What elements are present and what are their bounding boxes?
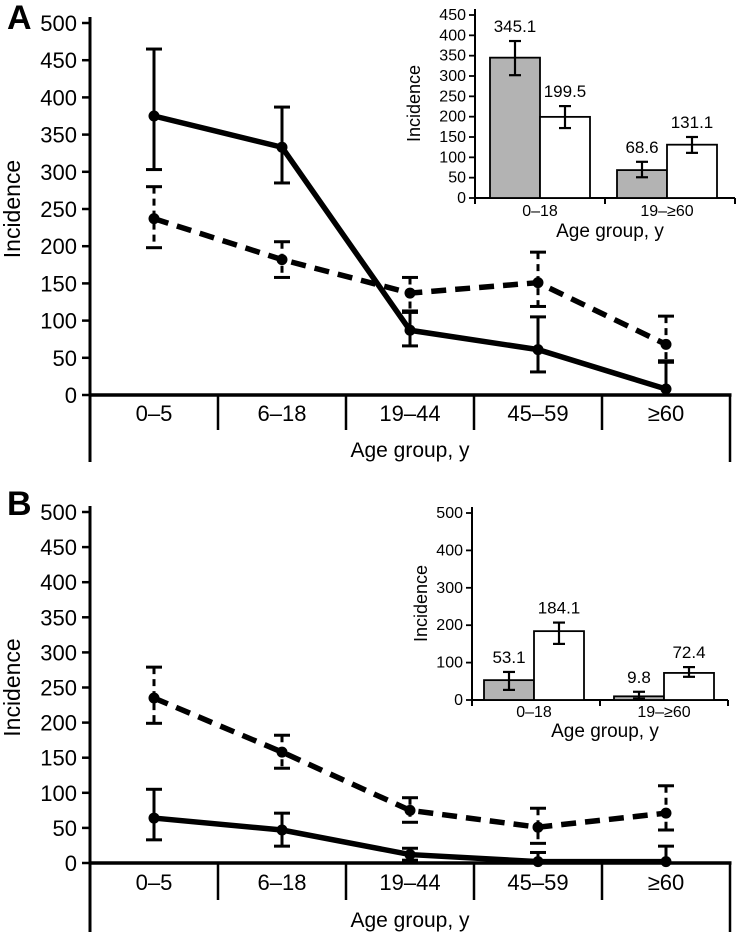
chart-panel-b-inset: 0 100 200 300 400 500 53.1 9.8 184.1 72.4 0–18 19–≥… xyxy=(411,505,729,742)
x-category-label: 19–≥60 xyxy=(637,704,690,721)
y-tick-label: 400 xyxy=(439,27,466,44)
y-tick-label: 150 xyxy=(439,129,466,146)
data-point-marker xyxy=(660,338,672,350)
y-tick-label: 450 xyxy=(439,7,466,24)
bar-value-label: 199.5 xyxy=(544,82,587,101)
y-tick-label: 400 xyxy=(40,570,77,595)
y-tick-label: 0 xyxy=(454,692,463,709)
x-category-label: ≥60 xyxy=(648,401,685,426)
y-tick-label: 350 xyxy=(40,123,77,148)
data-point-marker xyxy=(148,213,160,225)
x-category-label: 0–5 xyxy=(136,401,173,426)
bar-value-label: 345.1 xyxy=(494,17,537,36)
y-tick-label: 300 xyxy=(40,640,77,665)
y-tick-label: 50 xyxy=(448,170,466,187)
y-tick-label: 200 xyxy=(436,617,463,634)
x-axis-title: Age group, y xyxy=(556,221,664,242)
y-tick-label: 500 xyxy=(40,11,77,36)
data-point-marker xyxy=(276,141,288,153)
data-point-marker xyxy=(276,746,288,758)
y-tick-label: 300 xyxy=(436,580,463,597)
data-point-marker xyxy=(404,324,416,336)
data-point-marker xyxy=(532,856,544,868)
data-point-marker xyxy=(404,287,416,299)
data-point-marker xyxy=(404,849,416,861)
x-category-label: 45–59 xyxy=(507,401,568,426)
data-point-marker xyxy=(276,254,288,266)
y-tick-label: 100 xyxy=(439,149,466,166)
data-point-marker xyxy=(532,344,544,356)
y-tick-label: 200 xyxy=(439,109,466,126)
y-tick-label: 400 xyxy=(436,542,463,559)
data-point-marker xyxy=(148,692,160,704)
x-category-label: 19–44 xyxy=(379,401,440,426)
y-tick-label: 50 xyxy=(53,816,77,841)
y-tick-label: 350 xyxy=(439,48,466,65)
y-axis-title: Incidence xyxy=(0,160,25,258)
chart-panel-b-main: 0 50 100 150 200 250 300 350 400 450 500 0–5 6–18 19–… xyxy=(0,500,732,932)
x-category-label: 45–59 xyxy=(507,870,568,895)
y-tick-label: 50 xyxy=(53,346,77,371)
x-category-label: 6–18 xyxy=(258,401,307,426)
y-tick-label: 450 xyxy=(40,48,77,73)
y-tick-label: 100 xyxy=(40,781,77,806)
y-tick-label: 300 xyxy=(40,160,77,185)
data-point-marker xyxy=(532,277,544,289)
y-tick-label: 150 xyxy=(40,746,77,771)
y-tick-label: 150 xyxy=(40,271,77,296)
white-bar xyxy=(539,115,591,199)
y-tick-label: 0 xyxy=(457,190,466,207)
panel-a-label: A xyxy=(7,0,32,37)
y-tick-label: 400 xyxy=(40,85,77,110)
data-point-marker xyxy=(404,804,416,816)
data-point-marker xyxy=(532,821,544,833)
y-tick-label: 500 xyxy=(40,500,77,525)
data-point-marker xyxy=(148,812,160,824)
bar-value-label: 131.1 xyxy=(671,113,714,132)
bar-value-label: 184.1 xyxy=(538,599,581,618)
x-category-label: ≥60 xyxy=(648,870,685,895)
y-axis-title: Incidence xyxy=(0,638,25,736)
y-tick-label: 450 xyxy=(40,535,77,560)
y-tick-label: 0 xyxy=(65,383,77,408)
x-category-label: 0–5 xyxy=(136,870,173,895)
y-tick-label: 250 xyxy=(40,197,77,222)
bar-value-label: 53.1 xyxy=(492,648,525,667)
data-point-marker xyxy=(660,856,672,868)
gray-bar xyxy=(489,56,541,199)
y-axis-title: Incidence xyxy=(411,565,431,642)
x-category-label: 6–18 xyxy=(258,870,307,895)
y-tick-label: 200 xyxy=(40,711,77,736)
y-tick-label: 300 xyxy=(439,68,466,85)
x-axis-title: Age group, y xyxy=(350,439,470,462)
x-axis-title: Age group, y xyxy=(551,721,659,742)
y-tick-label: 500 xyxy=(436,505,463,522)
y-tick-label: 250 xyxy=(40,676,77,701)
bar-value-label: 9.8 xyxy=(627,668,651,687)
y-axis-title: Incidence xyxy=(404,65,424,142)
y-tick-label: 200 xyxy=(40,234,77,259)
data-point-marker xyxy=(276,824,288,836)
data-point-marker xyxy=(660,807,672,819)
x-category-label: 0–18 xyxy=(516,704,552,721)
data-point-marker xyxy=(148,110,160,122)
x-axis-title: Age group, y xyxy=(350,909,470,932)
y-tick-label: 100 xyxy=(436,655,463,672)
bar-value-label: 68.6 xyxy=(625,138,658,157)
y-tick-label: 250 xyxy=(439,88,466,105)
x-category-label: 0–18 xyxy=(522,203,558,220)
y-tick-label: 350 xyxy=(40,605,77,630)
x-category-label: 19–≥60 xyxy=(640,203,693,220)
y-tick-label: 100 xyxy=(40,309,77,334)
chart-panel-a-inset: 0 50 100 150 200 250 300 350 400 450 345.1 68.6 199.… xyxy=(404,7,736,242)
data-point-marker xyxy=(660,383,672,395)
panel-b-label: B xyxy=(7,485,32,523)
bar-value-label: 72.4 xyxy=(672,643,705,662)
x-category-label: 19–44 xyxy=(379,870,440,895)
y-tick-label: 0 xyxy=(65,851,77,876)
